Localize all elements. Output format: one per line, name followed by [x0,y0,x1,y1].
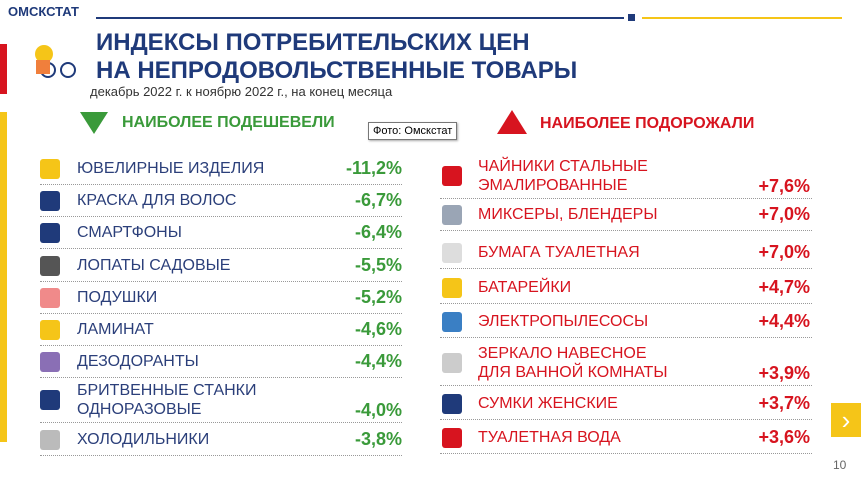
item-icon [442,205,462,225]
item-label: БРИТВЕННЫЕ СТАНКИ ОДНОРАЗОВЫЕ [77,382,257,418]
separator [440,303,812,304]
item-label: БУМАГА ТУАЛЕТНАЯ [478,244,640,261]
item-value: +7,0% [758,242,810,262]
separator [440,337,812,338]
item-value: -5,2% [354,287,402,307]
item-icon [442,243,462,263]
item-label: КРАСКА ДЛЯ ВОЛОС [77,192,237,209]
item-value: -4,4% [354,351,402,371]
item-icon [40,430,60,450]
item-value: +7,6% [758,176,810,196]
item-value: -6,7% [354,190,402,210]
item-icon [40,352,60,372]
item-label: ЧАЙНИКИ СТАЛЬНЫЕ ЭМАЛИРОВАННЫЕ [478,158,648,194]
item-label: СМАРТФОНЫ [77,224,182,241]
item-label: СУМКИ ЖЕНСКИЕ [478,395,618,412]
item-icon [442,428,462,448]
item-icon [40,320,60,340]
separator [40,313,402,314]
edge-bar-yellow [0,112,7,442]
up-triangle [497,110,527,134]
item-label: ЛАМИНАТ [77,321,154,338]
item-label: ЗЕРКАЛО НАВЕСНОЕ ДЛЯ ВАННОЙ КОМНАТЫ [478,345,668,381]
item-icon [442,278,462,298]
separator [40,248,402,249]
tooltip: Фото: Омскстат [368,122,458,140]
item-value: +4,7% [758,277,810,297]
item-label: ЭЛЕКТРОПЫЛЕСОСЫ [478,313,649,330]
header-dot [628,14,635,21]
item-value: -5,5% [354,255,402,275]
item-value: +4,4% [758,311,810,331]
separator [440,198,812,199]
title-line1: ИНДЕКСЫ ПОТРЕБИТЕЛЬСКИХ ЦЕН [96,29,530,56]
item-label: ДЕЗОДОРАНТЫ [77,353,199,370]
item-icon [40,288,60,308]
separator [440,268,812,269]
item-value: -4,0% [354,400,402,420]
title-line2: НА НЕПРОДОВОЛЬСТВЕННЫЕ ТОВАРЫ [96,57,578,84]
item-value: -3,8% [354,429,402,449]
edge-bar-red [0,44,7,94]
logo-icon [35,45,76,78]
item-label: БАТАРЕЙКИ [478,279,572,296]
separator [40,216,402,217]
item-value: -11,2% [345,158,402,178]
item-label: ЮВЕЛИРНЫЕ ИЗДЕЛИЯ [77,160,265,177]
item-icon [442,353,462,373]
item-icon [40,223,60,243]
item-icon [40,256,60,276]
item-icon [40,191,60,211]
item-label: ПОДУШКИ [77,289,158,306]
down-triangle [80,112,108,134]
header-line-yellow [642,17,842,19]
separator [440,230,812,231]
item-label: ТУАЛЕТНАЯ ВОДА [478,429,621,446]
brand: ОМСКСТАТ [8,4,79,19]
separator [440,453,812,454]
item-icon [442,394,462,414]
item-label: ЛОПАТЫ САДОВЫЕ [77,257,231,274]
item-value: -6,4% [354,222,402,242]
separator [440,385,812,386]
item-icon [40,390,60,410]
separator [440,419,812,420]
item-icon [442,312,462,332]
pricier-heading: НАИБОЛЕЕ ПОДОРОЖАЛИ [540,115,755,132]
item-value: +3,9% [758,363,810,383]
page-number: 10 [833,458,847,472]
separator [40,377,402,378]
item-label: ХОЛОДИЛЬНИКИ [77,431,210,448]
separator [40,455,402,456]
separator [40,281,402,282]
item-label: МИКСЕРЫ, БЛЕНДЕРЫ [478,206,658,223]
item-icon [40,159,60,179]
item-value: +3,6% [758,427,810,447]
separator [40,422,402,423]
item-value: -4,6% [354,319,402,339]
item-value: +7,0% [758,204,810,224]
separator [40,345,402,346]
subtitle: декабрь 2022 г. к ноябрю 2022 г., на кон… [90,84,393,99]
item-value: +3,7% [758,393,810,413]
next-button[interactable]: › [831,403,861,437]
separator [40,184,402,185]
cheaper-heading: НАИБОЛЕЕ ПОДЕШЕВЕЛИ [122,114,335,131]
item-icon [442,166,462,186]
header-line [96,17,624,19]
